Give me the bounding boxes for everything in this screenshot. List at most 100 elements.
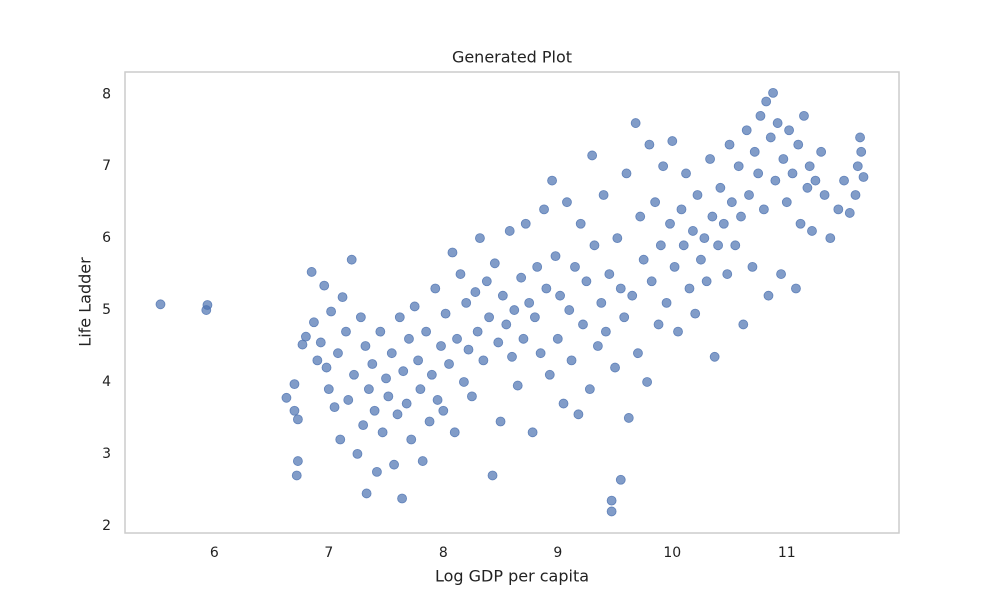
- scatter-point: [319, 280, 330, 291]
- scatter-point: [383, 391, 394, 402]
- scatter-point: [690, 308, 701, 319]
- scatter-point: [791, 283, 801, 294]
- scatter-point: [463, 344, 474, 355]
- scatter-point: [763, 290, 774, 301]
- scatter-point: [749, 146, 760, 157]
- scatter-point: [753, 168, 764, 179]
- scatter-point: [858, 172, 869, 182]
- scatter-point: [765, 132, 776, 143]
- scatter-point: [371, 466, 382, 477]
- scatter-point: [415, 384, 426, 395]
- x-axis-label: Log GDP per capita: [435, 567, 589, 586]
- scatter-point: [202, 300, 213, 310]
- scatter-point: [778, 154, 789, 164]
- y-axis-label: Life Ladder: [76, 257, 95, 347]
- scatter-point: [341, 326, 351, 337]
- scatter-point: [581, 276, 592, 287]
- scatter-point: [406, 434, 417, 445]
- scatter-point: [726, 197, 737, 208]
- scatter-point: [555, 290, 565, 301]
- scatter-point: [547, 175, 557, 186]
- scatter-point: [623, 413, 634, 423]
- scatter-point: [665, 218, 675, 229]
- scatter-point: [678, 240, 689, 251]
- scatter-point: [688, 226, 698, 236]
- scatter-point: [459, 377, 469, 387]
- y-tick-label: 3: [102, 446, 111, 462]
- x-tick-label: 9: [553, 545, 562, 561]
- scatter-point: [606, 495, 617, 506]
- scatter-point: [392, 409, 403, 420]
- scatter-point: [604, 269, 615, 279]
- scatter-point: [768, 87, 778, 98]
- scatter-point: [699, 233, 710, 244]
- scatter-point: [430, 283, 441, 294]
- scatter-point: [461, 297, 472, 308]
- scatter-point: [495, 416, 506, 427]
- scatter-point: [741, 125, 752, 136]
- y-tick-label: 7: [102, 158, 111, 174]
- scatter-point: [598, 190, 609, 200]
- y-tick-label: 6: [102, 230, 111, 246]
- scatter-point: [381, 373, 391, 384]
- scatter-point: [730, 240, 741, 251]
- scatter-point: [696, 254, 706, 265]
- y-tick-label: 8: [102, 86, 111, 102]
- scatter-point: [713, 240, 723, 251]
- scatter-point: [807, 226, 817, 236]
- scatter-point: [281, 392, 292, 403]
- scatter-point: [337, 292, 348, 303]
- scatter-point: [409, 301, 420, 312]
- scatter-point: [819, 190, 830, 200]
- scatter-point: [529, 312, 540, 323]
- scatter-point: [363, 384, 374, 395]
- scatter-point: [386, 348, 397, 359]
- scatter-point: [516, 272, 527, 283]
- scatter-point: [562, 197, 572, 208]
- scatter-point: [661, 297, 672, 308]
- scatter-point: [292, 414, 303, 425]
- x-tick-label: 10: [663, 545, 681, 561]
- scatter-point: [570, 262, 580, 272]
- scatter-point: [833, 204, 844, 215]
- scatter-point: [619, 312, 630, 323]
- scatter-point: [566, 355, 577, 366]
- scatter-point: [658, 161, 669, 172]
- scatter-point: [481, 276, 492, 287]
- scatter-point: [289, 405, 300, 416]
- scatter-point: [733, 161, 744, 172]
- scatter-point: [638, 254, 649, 265]
- scatter-point: [707, 211, 718, 222]
- scatter-point: [799, 110, 809, 121]
- scatter-point: [844, 208, 855, 218]
- scatter-point: [404, 333, 414, 344]
- scatter-point: [650, 197, 661, 208]
- scatter-point: [309, 317, 319, 328]
- scatter-point: [436, 341, 446, 351]
- scatter-point: [358, 420, 369, 431]
- scatter-point: [301, 331, 311, 342]
- scatter-point: [455, 269, 466, 279]
- scatter-point: [552, 333, 563, 344]
- scatter-point: [564, 305, 575, 315]
- scatter-point: [467, 391, 477, 402]
- scatter-point: [432, 395, 443, 405]
- scatter-point: [776, 269, 786, 279]
- scatter-point: [761, 96, 772, 107]
- scatter-point: [578, 319, 588, 330]
- scatter-point: [484, 312, 495, 323]
- scatter-point: [333, 348, 343, 359]
- scatter-point: [744, 190, 754, 200]
- scatter-point: [509, 305, 520, 315]
- scatter-point: [784, 125, 794, 136]
- scatter-point: [802, 182, 813, 193]
- y-tick-label: 4: [102, 374, 111, 390]
- scatter-point: [781, 197, 792, 208]
- scatter-point: [592, 341, 603, 351]
- scatter-point: [397, 493, 407, 504]
- scatter-point: [532, 262, 543, 272]
- scatter-point: [312, 355, 323, 366]
- scatter-point: [377, 427, 388, 438]
- scatter-point: [758, 204, 769, 215]
- scatter-point: [615, 283, 626, 294]
